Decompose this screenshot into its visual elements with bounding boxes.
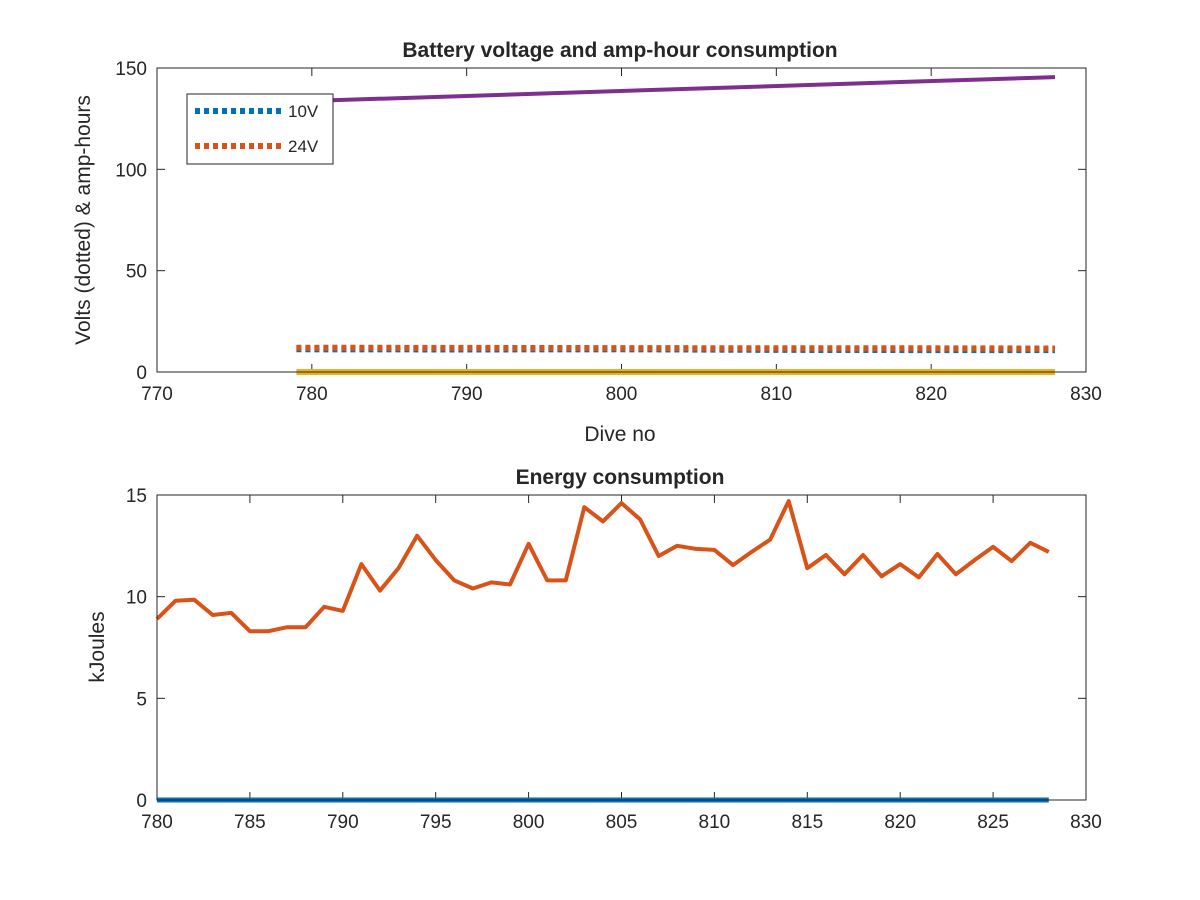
y-ticks: 0 5 10 15: [126, 486, 1086, 812]
x-tick-label: 830: [1070, 384, 1102, 405]
energy-subplot: Energy consumption kJoules 780 785 790 795 8…: [86, 466, 1102, 833]
y-tick-label: 50: [126, 262, 147, 283]
y-tick-label: 0: [136, 791, 147, 812]
x-axis-label: Dive no: [584, 423, 655, 446]
y-ticks: 0 50 100 150: [115, 59, 1086, 384]
series-line-1: [155, 499, 1050, 634]
y-tick-label: 0: [136, 363, 147, 384]
x-tick-label: 800: [513, 812, 545, 833]
x-tick-label: 810: [699, 812, 731, 833]
x-tick-label: 790: [327, 812, 359, 833]
axes-box: [156, 67, 1087, 373]
chart-title: Energy consumption: [516, 466, 725, 489]
legend-box: [186, 93, 334, 165]
y-axis-label: kJoules: [86, 611, 109, 682]
series-line-3: [296, 75, 1056, 104]
plot-area: [296, 75, 1056, 375]
x-tick-label: 800: [606, 384, 638, 405]
x-tick-label: 805: [606, 812, 638, 833]
legend-label-10v: 10V: [288, 102, 319, 121]
chart-title: Battery voltage and amp-hour consumption: [402, 39, 837, 62]
x-tick-label: 795: [420, 812, 452, 833]
x-tick-label: 815: [791, 812, 823, 833]
y-tick-label: 5: [136, 689, 147, 710]
y-tick-label: 15: [126, 486, 147, 507]
x-tick-label: 820: [884, 812, 916, 833]
x-tick-label: 825: [977, 812, 1009, 833]
y-tick-label: 10: [126, 588, 147, 609]
legend: 10V 24V: [186, 93, 334, 165]
x-ticks: 780 785 790 795 800 805 810 815 820 825 830: [141, 495, 1102, 833]
y-tick-label: 100: [115, 160, 147, 181]
axes-box: [156, 494, 1087, 801]
x-tick-label: 790: [451, 384, 483, 405]
x-tick-label: 780: [296, 384, 328, 405]
y-axis-label: Volts (dotted) & amp-hours: [72, 95, 95, 345]
x-tick-label: 820: [915, 384, 947, 405]
legend-label-24v: 24V: [288, 137, 319, 156]
voltage-subplot: Battery voltage and amp-hour consumption…: [72, 39, 1102, 446]
x-tick-label: 770: [141, 384, 173, 405]
x-tick-label: 830: [1070, 812, 1102, 833]
series-line-1: [296, 344, 1056, 352]
x-tick-label: 780: [141, 812, 173, 833]
x-tick-label: 810: [760, 384, 792, 405]
x-tick-label: 785: [234, 812, 266, 833]
y-tick-label: 150: [115, 59, 147, 80]
plot-area: [155, 499, 1050, 803]
